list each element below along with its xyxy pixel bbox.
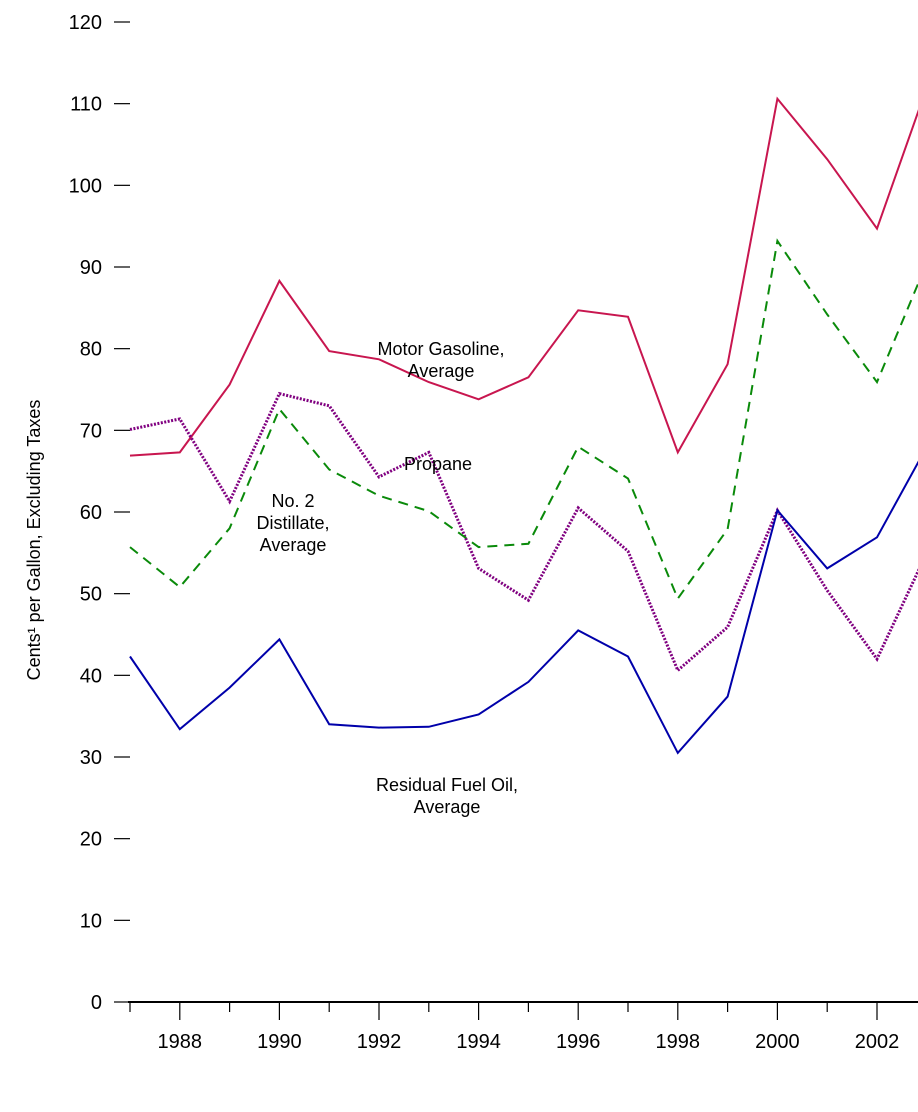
y-tick-label-70: 70 [80, 420, 102, 442]
y-tick-label-60: 60 [80, 502, 102, 524]
y-tick-label-100: 100 [69, 175, 102, 197]
y-tick-label-120: 120 [69, 12, 102, 34]
x-tick-label-1998: 1998 [656, 1031, 701, 1053]
series-label-line: Distillate, [256, 513, 329, 533]
series-label-line: Residual Fuel Oil, [376, 775, 518, 795]
y-tick-label-110: 110 [70, 94, 102, 116]
series-label-line: Propane [404, 454, 472, 474]
y-tick-label-90: 90 [80, 257, 102, 279]
series-label-motor_gasoline: Motor Gasoline, Average [377, 339, 504, 381]
series-label-line: No. 2 [271, 491, 314, 511]
y-tick-label-20: 20 [80, 829, 102, 851]
series-label-no2_distillate: No. 2 Distillate, Average [256, 491, 329, 555]
series-line-propane [129, 391, 918, 673]
series-label-residual_fuel_oil: Residual Fuel Oil, Average [376, 775, 518, 817]
x-tick-label-2002: 2002 [855, 1031, 900, 1053]
x-tick-label-1988: 1988 [158, 1031, 203, 1053]
x-tick-label-1996: 1996 [556, 1031, 601, 1053]
y-axis: 0 10 20 30 40 50 60 70 80 90 100 110 120 [69, 12, 130, 1014]
series-layer [129, 96, 918, 755]
y-tick-label-50: 50 [80, 584, 102, 606]
y-tick-label-30: 30 [80, 747, 102, 769]
x-axis: 1988 1990 1992 1994 1996 1998 2000 2002 [128, 1001, 918, 1053]
x-tick-label-1990: 1990 [257, 1031, 302, 1053]
y-axis-title: Cents¹ per Gallon, Excluding Taxes [24, 400, 44, 681]
x-tick-label-1992: 1992 [357, 1031, 402, 1053]
y-tick-label-80: 80 [80, 339, 102, 361]
y-tick-label-0: 0 [91, 992, 102, 1014]
y-tick-label-10: 10 [80, 910, 102, 932]
y-tick-label-40: 40 [80, 665, 102, 687]
series-line-no2_distillate [129, 238, 918, 601]
series-label-line: Average [260, 535, 327, 555]
x-tick-label-1994: 1994 [456, 1031, 501, 1053]
series-line-residual_fuel_oil [129, 460, 918, 755]
series-line-motor_gasoline [129, 96, 918, 457]
series-label-propane: Propane [404, 454, 472, 474]
series-label-line: Average [414, 797, 481, 817]
series-label-line: Motor Gasoline, [377, 339, 504, 359]
series-label-line: Average [408, 361, 475, 381]
x-tick-label-2000: 2000 [755, 1031, 800, 1053]
